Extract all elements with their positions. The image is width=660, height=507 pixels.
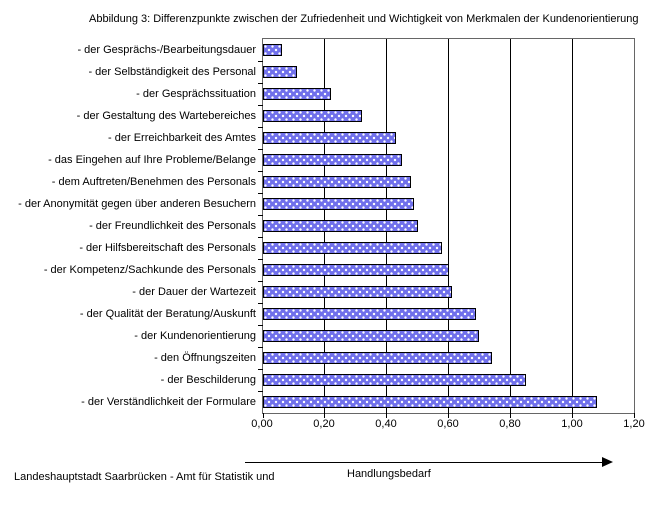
y-axis-tick <box>258 104 263 106</box>
bar-row <box>263 215 634 237</box>
x-axis-tick <box>448 413 449 418</box>
category-label: - dem Auftreten/Benehmen des Personals <box>51 176 256 188</box>
bar <box>263 396 597 408</box>
x-axis-tick-label: 0,60 <box>437 418 459 430</box>
bar-row <box>263 303 634 325</box>
arrow-head-icon <box>602 457 613 467</box>
category-label: - der Anonymität gegen über anderen Besu… <box>18 198 256 210</box>
category-label: - der Kompetenz/Sachkunde des Personals <box>43 264 256 276</box>
bar-row <box>263 105 634 127</box>
x-axis-tick <box>386 413 388 418</box>
x-axis-tick-label: 1,20 <box>623 418 645 430</box>
x-axis-tick-label: 0,80 <box>499 418 521 430</box>
y-axis-tick <box>258 302 263 304</box>
category-label: - der Selbständigkeit des Personal <box>88 66 256 78</box>
category-label: - den Öffnungszeiten <box>154 352 256 364</box>
x-axis-tick <box>571 413 573 418</box>
y-axis-tick <box>258 170 263 172</box>
category-label: - der Gestaltung des Wartebereiches <box>76 110 256 122</box>
y-axis-category-labels: - der Gesprächs-/Bearbeitungsdauer - der … <box>0 39 256 413</box>
y-axis-tick <box>258 60 263 62</box>
bar-row <box>263 127 634 149</box>
bar <box>263 88 332 100</box>
bar-row <box>263 369 634 391</box>
y-axis-tick <box>258 324 263 326</box>
category-label: - der Freundlichkeit des Personals <box>89 220 256 232</box>
x-axis-tick-label: 0,20 <box>313 418 335 430</box>
bar <box>263 154 403 166</box>
bar-row <box>263 259 634 281</box>
x-axis-tick-labels: 0,00 0,20 0,40 0,60 0,80 1,00 1,20 <box>251 418 644 432</box>
bar-row <box>263 83 634 105</box>
category-label: - der Beschilderung <box>160 374 256 386</box>
category-label: - der Dauer der Wartezeit <box>132 286 256 298</box>
plot-area <box>258 38 635 418</box>
gridline <box>448 39 449 413</box>
y-axis-tick <box>258 126 263 128</box>
bar-row <box>263 347 634 369</box>
category-label: - das Eingehen auf Ihre Probleme/Belange <box>48 154 256 166</box>
x-axis-title: Handlungsbedarf <box>347 468 431 480</box>
gridline <box>571 39 573 413</box>
category-label: - der Verständlichkeit der Formulare <box>81 396 256 408</box>
y-axis-tick <box>258 346 263 348</box>
bar-row <box>263 39 634 61</box>
y-axis-tick <box>258 192 263 194</box>
x-axis-tick <box>324 413 326 418</box>
bar-row <box>263 171 634 193</box>
x-axis-tick <box>509 413 511 418</box>
y-axis-tick <box>258 236 263 238</box>
y-axis-tick <box>258 390 263 392</box>
bar <box>263 176 412 188</box>
bar <box>263 220 418 232</box>
category-label: - der Gesprächs-/Bearbeitungsdauer <box>77 44 256 56</box>
bar <box>263 110 362 122</box>
bar <box>263 66 297 78</box>
chart-title: Abbildung 3: Differenzpunkte zwischen de… <box>89 13 639 25</box>
y-axis-tick <box>258 258 263 260</box>
bar <box>263 330 480 342</box>
category-label: - der Hilfsbereitschaft des Personals <box>79 242 256 254</box>
bar <box>263 198 415 210</box>
x-axis-tick <box>633 413 635 418</box>
bar-row <box>263 391 634 413</box>
x-axis-tick-label: 0,40 <box>375 418 397 430</box>
bar <box>263 374 526 386</box>
arrow-line <box>245 462 603 463</box>
bar <box>263 286 452 298</box>
category-label: - der Erreichbarkeit des Amtes <box>108 132 256 144</box>
bar-row <box>263 325 634 347</box>
x-axis-arrow <box>245 457 613 468</box>
category-label: - der Qualität der Beratung/Auskunft <box>79 308 256 320</box>
bar-row <box>263 193 634 215</box>
bar-row <box>263 281 634 303</box>
bar <box>263 308 477 320</box>
bar <box>263 132 396 144</box>
bar <box>263 44 282 56</box>
y-axis-tick <box>258 368 263 370</box>
footer-source-text: Landeshauptstadt Saarbrücken - Amt für S… <box>14 471 275 483</box>
y-axis-tick <box>258 214 263 216</box>
bar <box>263 264 449 276</box>
bar-row <box>263 237 634 259</box>
gridline <box>509 39 511 413</box>
category-label: - der Gesprächssituation <box>136 88 256 100</box>
bar-row <box>263 61 634 83</box>
x-axis-tick <box>262 413 264 418</box>
bar <box>263 242 443 254</box>
y-axis-tick <box>258 148 263 150</box>
y-axis-tick <box>258 82 263 84</box>
bar <box>263 352 492 364</box>
y-axis-tick <box>258 280 263 282</box>
category-label: - der Kundenorientierung <box>134 330 256 342</box>
bar-row <box>263 149 634 171</box>
x-axis-tick-label: 0,00 <box>251 418 273 430</box>
x-axis-tick-label: 1,00 <box>561 418 583 430</box>
